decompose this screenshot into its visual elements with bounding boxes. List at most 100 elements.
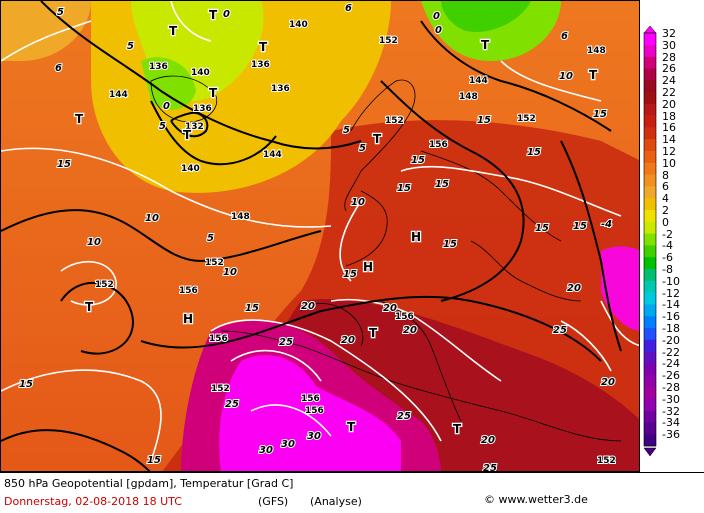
colorbar-swatch [644,68,656,81]
colorbar-tick-label: 28 [662,50,676,64]
temperature-label: 5 [359,143,366,154]
low-pressure-marker: T [453,422,462,436]
colorbar-tick-label: 6 [662,180,669,194]
colorbar-swatch [644,115,656,128]
coastlines [150,75,622,442]
low-pressure-marker: T [589,68,598,82]
low-pressure-marker: T [347,420,356,434]
temperature-label: 6 [345,3,352,14]
colorbar-tick-label: -14 [662,298,680,312]
high-pressure-marker: H [183,312,193,326]
temperature-label: 20 [403,325,417,336]
geopotential-label: 140 [181,164,200,174]
temperature-label: 20 [341,335,355,346]
temperature-label: 10 [351,197,365,208]
colorbar-swatch [644,269,656,282]
geopotential-label: 152 [379,36,398,46]
map-title: 850 hPa Geopotential [gpdam], Temperatur… [4,477,294,490]
colorbar-swatch [644,410,656,423]
colorbar-swatch [644,33,656,46]
geopotential-label: 156 [301,394,320,404]
colorbar-tick-label: 32 [662,27,676,40]
colorbar-bottom-arrow [643,447,657,457]
geopotential-label: 136 [271,84,290,94]
geopotential-label: 148 [587,46,606,56]
temperature-label: 25 [225,399,239,410]
colorbar-tick-label: 30 [662,38,676,52]
temperature-label: 0 [163,101,170,112]
geopotential-label: 132 [185,122,204,132]
colorbar-swatch [644,387,656,400]
colorbar-tick-label: -22 [662,345,680,359]
colorbar-swatch [644,103,656,116]
geopotential-label: 152 [597,456,616,466]
geopotential-label: 152 [205,258,224,268]
geopotential-label: 148 [459,92,478,102]
colorbar-tick-label: -16 [662,310,680,324]
temperature-label: 10 [87,237,101,248]
colorbar-tick-label: -12 [662,286,680,300]
temperature-label: 30 [281,439,295,450]
geopotential-label: 156 [209,334,228,344]
temperature-label: 15 [57,159,71,170]
colorbar-frame [643,32,657,447]
temperature-label: 0 [435,25,442,36]
extreme-hot-region [219,355,401,471]
colorbar-swatch [644,363,656,376]
colorbar-tick-label: -28 [662,381,680,394]
temperature-label: 10 [145,213,159,224]
colorbar [643,25,657,457]
geopotential-contours [1,1,622,471]
geopotential-label: 156 [179,286,198,296]
temperature-label: 30 [307,431,321,442]
temperature-label: 15 [477,115,491,126]
colorbar-swatch [644,139,656,152]
colorbar-swatch [644,80,656,93]
temperature-label: 5 [127,41,134,52]
temperature-label: 6 [55,63,62,74]
copyright-link[interactable]: © www.wetter3.de [484,493,588,506]
weather-map: 132 136 136 136 136 140 140 140 144 144 … [0,0,640,472]
colorbar-tick-label: -24 [662,357,680,371]
colorbar-tick-label: 12 [662,145,676,158]
temperature-label: 15 [397,183,411,194]
temperature-label: 15 [147,455,161,466]
colorbar-tick-label: -34 [662,416,680,430]
colorbar-swatch [644,280,656,293]
colorbar-tick-label: 8 [662,168,669,182]
geopotential-label: 152 [211,384,230,394]
temperature-label: 5 [343,125,350,136]
colorbar-tick-label: 16 [662,121,676,135]
geopotential-label: 136 [251,60,270,70]
colorbar-swatch [644,245,656,258]
colorbar-swatch [644,162,656,175]
colorbar-swatch [644,375,656,388]
run-type: (Analyse) [310,495,362,508]
colorbar-swatch [644,351,656,364]
colorbar-swatch [644,398,656,411]
colorbar-swatch [644,233,656,246]
colorbar-swatch [644,186,656,199]
temperature-label: 0 [223,9,230,20]
map-date: Donnerstag, 02-08-2018 18 UTC [4,495,182,508]
geopotential-label: 152 [385,116,404,126]
colorbar-tick-label: -2 [662,227,673,241]
high-pressure-marker: H [363,260,373,274]
colorbar-swatch [644,174,656,187]
geopotential-label: 144 [469,76,488,86]
low-pressure-marker: T [481,38,490,52]
colorbar-swatch [644,151,656,164]
colorbar-swatch [644,434,656,447]
temperature-label: 20 [601,377,615,388]
geopotential-label: 140 [191,68,210,78]
temperature-label: 15 [411,155,425,166]
colorbar-swatch [644,328,656,341]
geopotential-label: 140 [289,20,308,30]
geopotential-label: 144 [263,150,282,160]
colorbar-tick-label: 0 [662,215,669,229]
map-footer: 850 hPa Geopotential [gpdam], Temperatur… [0,472,704,513]
colorbar-tick-label: -6 [662,251,673,265]
temperature-label: 30 [259,445,273,456]
colorbar-tick-label: -10 [662,274,680,288]
colorbar-tick-label: 26 [662,62,676,76]
